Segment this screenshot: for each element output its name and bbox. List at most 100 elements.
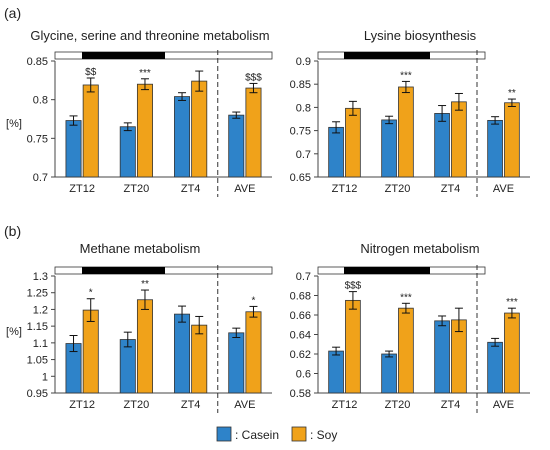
- bar-casein: [65, 120, 82, 178]
- y-tick-label: 0.68: [290, 291, 311, 303]
- bar-soy: [245, 87, 262, 178]
- significance-label: ***: [506, 297, 518, 308]
- y-tick-label: 0.64: [290, 330, 311, 342]
- chart-methane-metabolism: Methane metabolism [%] 0.95 1 1.05 1.1 1.15 1.2…: [6, 241, 273, 413]
- significance-label: $$$: [345, 281, 362, 292]
- y-tick-label: 1.3: [33, 271, 48, 283]
- y-tick-label: 0.8: [296, 102, 311, 114]
- y-tick-label: 0.75: [27, 133, 48, 145]
- bar-casein: [228, 114, 245, 178]
- x-tick-label: AVE: [493, 399, 514, 411]
- chart-lysine-biosynthesis: Lysine biosynthesis 0.65 0.7 0.75 0.8 0.85 0.9…: [290, 28, 530, 197]
- chart-title: Lysine biosynthesis: [364, 28, 477, 43]
- dark-phase-bar: [82, 267, 165, 274]
- bar-casein: [328, 350, 344, 394]
- bar-casein: [434, 113, 450, 178]
- significance-label: **: [141, 279, 149, 290]
- x-tick-label: ZT4: [441, 399, 461, 411]
- bar-casein: [174, 313, 191, 394]
- y-tick-label: 0.8: [33, 95, 48, 107]
- y-tick-label: 1.1: [33, 338, 48, 350]
- chart-title: Glycine, serine and threonine metabolism: [30, 28, 269, 43]
- legend-label-casein: : Casein: [235, 428, 279, 442]
- dark-phase-bar: [82, 52, 165, 59]
- bar-casein: [381, 119, 397, 178]
- x-tick-label: ZT4: [181, 399, 201, 411]
- y-tick-label: 1.05: [27, 355, 48, 367]
- y-axis-label: [%]: [6, 326, 22, 338]
- dark-phase-bar: [344, 52, 430, 59]
- bar-soy: [82, 84, 99, 178]
- y-tick-label: 0.75: [290, 126, 311, 138]
- significance-label: $$$: [245, 72, 262, 83]
- bar-soy: [345, 299, 361, 394]
- bar-soy: [398, 86, 414, 178]
- bar-casein: [328, 126, 344, 178]
- y-tick-label: 0.9: [296, 56, 311, 68]
- bar-soy: [398, 307, 414, 394]
- bar-casein: [228, 332, 245, 394]
- y-tick-label: 0.7: [33, 172, 48, 184]
- x-tick-label: ZT20: [124, 399, 150, 411]
- y-tick-label: 0.62: [290, 349, 311, 361]
- x-tick-label: ZT20: [385, 399, 411, 411]
- x-tick-label: ZT12: [69, 183, 95, 195]
- bar-casein: [487, 341, 503, 394]
- x-tick-label: ZT12: [69, 399, 95, 411]
- x-tick-label: ZT20: [124, 183, 150, 195]
- bar-casein: [487, 119, 503, 178]
- y-tick-label: 0.85: [290, 79, 311, 91]
- bar-soy: [451, 101, 467, 178]
- dark-phase-bar: [344, 267, 430, 274]
- y-tick-label: 0.7: [296, 149, 311, 161]
- significance-label: ***: [400, 292, 412, 303]
- bar-soy: [504, 102, 520, 178]
- bar-casein: [119, 339, 136, 394]
- legend-label-soy: : Soy: [310, 428, 337, 442]
- legend-swatch-soy: [291, 426, 307, 442]
- y-tick-label: 0.66: [290, 310, 311, 322]
- significance-label: ***: [139, 68, 151, 79]
- y-axis-label: [%]: [6, 118, 22, 130]
- significance-label: $$: [85, 67, 97, 78]
- x-tick-label: ZT4: [181, 183, 201, 195]
- chart-title: Nitrogen metabolism: [360, 241, 479, 256]
- panel-label-b: (b): [4, 223, 21, 239]
- bar-casein: [119, 126, 136, 178]
- y-tick-label: 0.85: [27, 56, 48, 68]
- y-tick-label: 1: [42, 371, 48, 383]
- x-tick-label: AVE: [234, 183, 255, 195]
- x-tick-label: ZT12: [332, 399, 358, 411]
- bar-soy: [245, 311, 262, 394]
- bar-casein: [381, 353, 397, 394]
- y-tick-label: 0.58: [290, 388, 311, 400]
- bar-soy: [191, 80, 208, 178]
- y-tick-label: 0.6: [296, 369, 311, 381]
- bar-soy: [504, 312, 520, 394]
- bar-casein: [174, 96, 191, 178]
- bar-soy: [191, 324, 208, 394]
- x-tick-label: AVE: [234, 399, 255, 411]
- panel-label-a: (a): [4, 5, 21, 21]
- legend: : Casein : Soy: [216, 426, 337, 442]
- significance-label: *: [89, 288, 93, 299]
- x-tick-label: ZT4: [441, 183, 461, 195]
- chart-glycine-serine-threonine: Glycine, serine and threonine metabolism…: [6, 28, 273, 197]
- bar-soy: [345, 107, 361, 178]
- significance-label: **: [508, 88, 516, 99]
- bar-soy: [82, 309, 99, 394]
- x-tick-label: AVE: [493, 183, 514, 195]
- y-tick-label: 1.25: [27, 288, 48, 300]
- bar-soy: [136, 83, 153, 178]
- chart-nitrogen-metabolism: Nitrogen metabolism 0.58 0.6 0.62 0.64 0.66 0.…: [290, 241, 530, 413]
- y-tick-label: 0.65: [290, 172, 311, 184]
- x-tick-label: ZT12: [332, 183, 358, 195]
- legend-swatch-casein: [216, 426, 232, 442]
- y-tick-label: 0.95: [27, 388, 48, 400]
- significance-label: ***: [400, 70, 412, 81]
- bar-casein: [434, 320, 450, 394]
- bar-soy: [136, 299, 153, 394]
- significance-label: *: [252, 295, 256, 306]
- y-tick-label: 1.2: [33, 304, 48, 316]
